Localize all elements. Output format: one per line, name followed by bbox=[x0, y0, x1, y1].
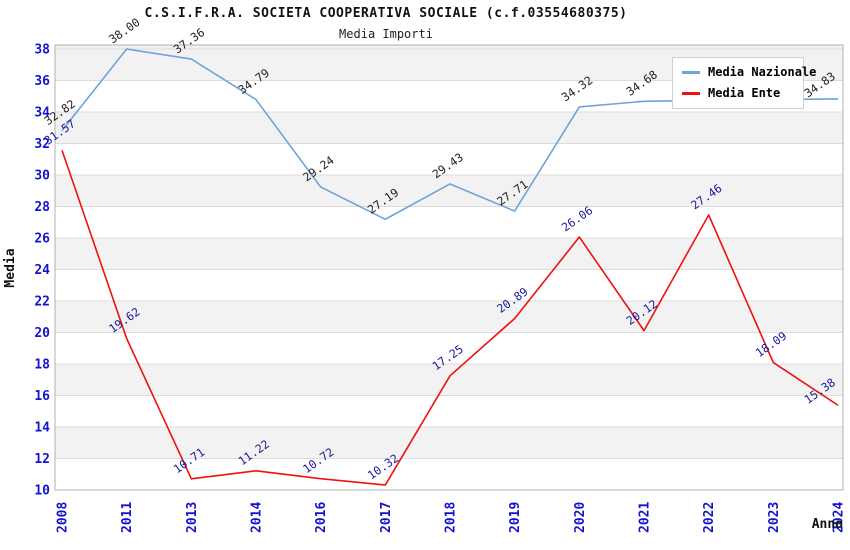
x-tick-label: 2023 bbox=[767, 502, 782, 533]
plot-border bbox=[54, 44, 844, 491]
legend-label-media-nazionale: Media Nazionale bbox=[708, 65, 817, 79]
data-point-label: 38.00 bbox=[106, 15, 142, 46]
x-tick-label: 2019 bbox=[508, 502, 523, 533]
background-band bbox=[55, 427, 843, 459]
y-tick-label: 36 bbox=[34, 74, 50, 89]
legend-label-media-ente: Media Ente bbox=[708, 86, 781, 100]
x-tick-label: 2022 bbox=[702, 502, 717, 533]
x-tick-label: 2017 bbox=[379, 502, 394, 533]
y-tick-label: 10 bbox=[34, 484, 50, 499]
y-tick-label: 22 bbox=[34, 295, 50, 310]
legend-item-media-ente: Media Ente bbox=[682, 86, 797, 100]
x-tick-label: 2014 bbox=[250, 502, 265, 533]
y-tick-label: 30 bbox=[34, 169, 50, 184]
y-tick-label: 16 bbox=[34, 389, 50, 404]
y-tick-label: 24 bbox=[34, 263, 50, 278]
x-axis-title: Anno bbox=[812, 517, 843, 532]
x-tick-label: 2021 bbox=[638, 502, 653, 533]
x-tick-label: 2016 bbox=[314, 502, 329, 533]
chart-legend: Media Nazionale Media Ente bbox=[672, 57, 816, 109]
x-tick-label: 2013 bbox=[185, 502, 200, 533]
y-tick-label: 18 bbox=[34, 358, 50, 373]
media-ente-line-swatch bbox=[682, 91, 700, 95]
y-tick-label: 34 bbox=[34, 106, 50, 121]
y-tick-label: 32 bbox=[34, 137, 50, 152]
y-axis-title: Media bbox=[3, 248, 18, 287]
x-tick-label: 2011 bbox=[120, 502, 135, 533]
y-tick-label: 14 bbox=[34, 421, 50, 436]
legend-item-media-nazionale: Media Nazionale bbox=[682, 65, 816, 79]
background-band bbox=[55, 364, 843, 396]
chart-title: C.S.I.F.R.A. SOCIETA COOPERATIVA SOCIALE… bbox=[144, 6, 628, 21]
media-nazionale-line-swatch bbox=[682, 70, 700, 74]
background-band bbox=[55, 301, 843, 333]
background-band bbox=[55, 238, 843, 270]
y-tick-label: 28 bbox=[34, 200, 50, 215]
x-tick-label: 2024 bbox=[832, 502, 847, 533]
chart-subtitle: Media Importi bbox=[339, 27, 433, 41]
y-tick-label: 38 bbox=[34, 43, 50, 58]
background-band bbox=[55, 112, 843, 144]
x-tick-label: 2020 bbox=[573, 502, 588, 533]
y-tick-label: 26 bbox=[34, 232, 50, 247]
y-tick-label: 12 bbox=[34, 452, 50, 467]
y-tick-label: 20 bbox=[34, 326, 50, 341]
chart-header: C.S.I.F.R.A. SOCIETA COOPERATIVA SOCIALE… bbox=[145, 6, 628, 41]
series-line-media-ente bbox=[61, 150, 839, 486]
x-tick-label: 2008 bbox=[56, 502, 71, 533]
background-band bbox=[55, 175, 843, 207]
x-tick-label: 2018 bbox=[444, 502, 459, 533]
